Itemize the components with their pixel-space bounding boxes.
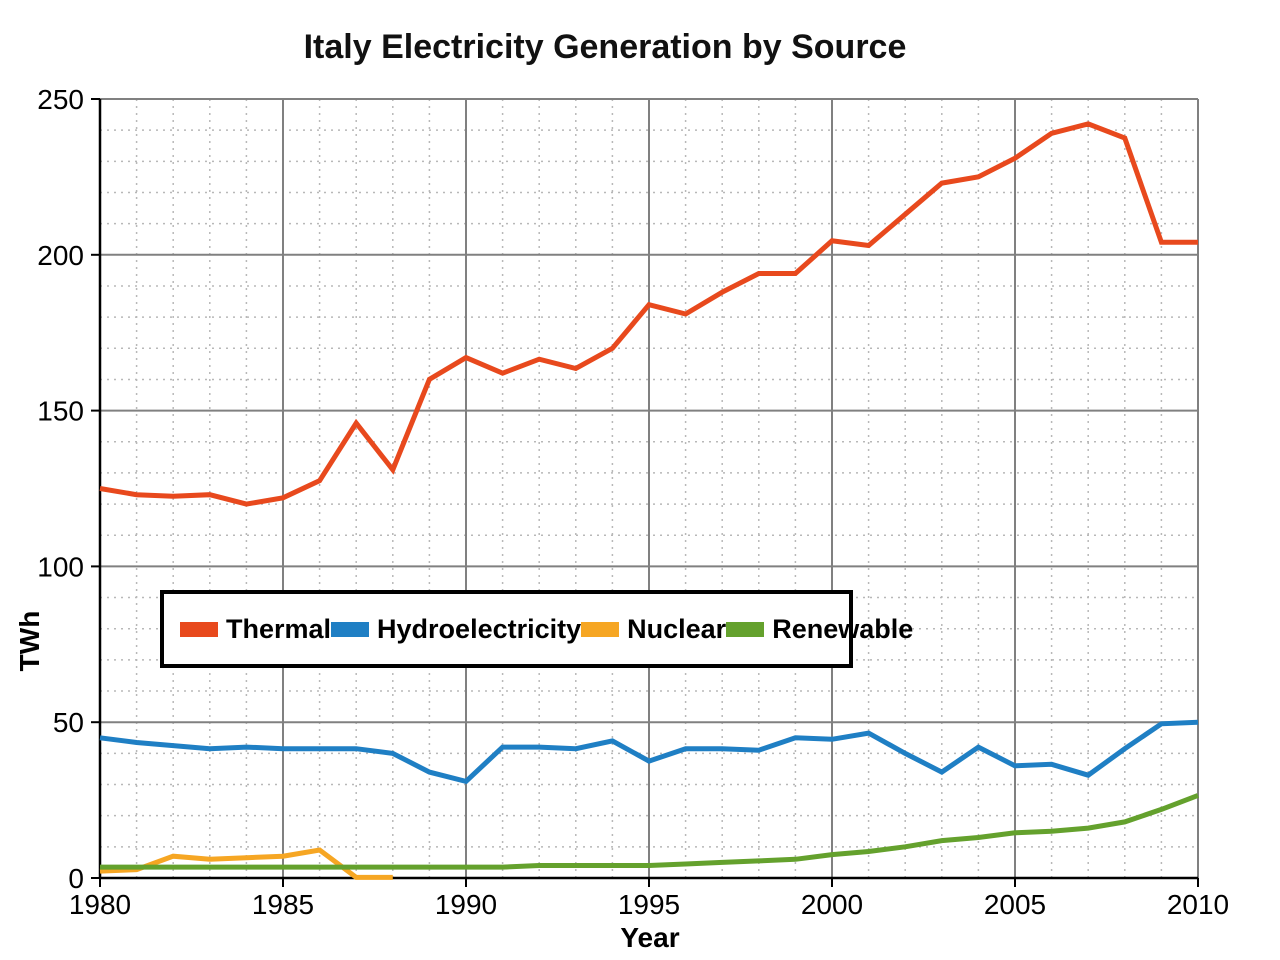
series-line-renewable [100, 793, 1199, 870]
series-line-hydroelectricity [99, 719, 1199, 785]
legend-swatch-icon [180, 621, 218, 637]
tick-labels: 1980 1985 1990 1995 2000 2005 2010 0 50 100 150 200… [37, 84, 1229, 920]
legend-item-hydroelectricity: Hydroelectricity [331, 614, 581, 645]
legend-item-nuclear: Nuclear [581, 614, 726, 645]
x-tick-label: 2000 [801, 889, 863, 920]
legend: Thermal Hydroelectricity Nuclear Renewable [160, 590, 913, 668]
x-axis-label: Year [620, 922, 680, 953]
legend-label: Hydroelectricity [377, 613, 582, 644]
legend-item-thermal: Thermal [180, 614, 331, 645]
x-tick-label: 1985 [252, 889, 314, 920]
axis-ticks [91, 98, 1199, 887]
legend-label: Nuclear [627, 613, 727, 644]
series-line-thermal [99, 121, 1198, 507]
series-lines [99, 121, 1199, 880]
legend-label: Thermal [226, 613, 332, 644]
legend-swatch-icon [726, 621, 765, 637]
y-tick-label: 250 [37, 84, 84, 115]
legend-swatch-icon [331, 621, 370, 637]
x-tick-label: 2005 [984, 889, 1046, 920]
legend-swatch-icon [581, 621, 620, 637]
x-tick-label: 1990 [435, 889, 497, 920]
chart-title: Italy Electricity Generation by Source [303, 28, 907, 66]
y-tick-label: 150 [37, 396, 84, 427]
x-tick-label: 1995 [618, 889, 680, 920]
y-tick-label: 50 [53, 707, 84, 738]
y-tick-label: 100 [37, 551, 84, 582]
y-tick-label: 200 [37, 240, 84, 271]
x-tick-label: 2010 [1167, 889, 1229, 920]
legend-label: Renewable [772, 613, 914, 644]
legend-item-renewable: Renewable [726, 614, 913, 645]
y-axis-label: TWh [14, 610, 45, 672]
y-tick-label: 0 [68, 863, 84, 894]
x-tick-label: 1980 [69, 889, 131, 920]
